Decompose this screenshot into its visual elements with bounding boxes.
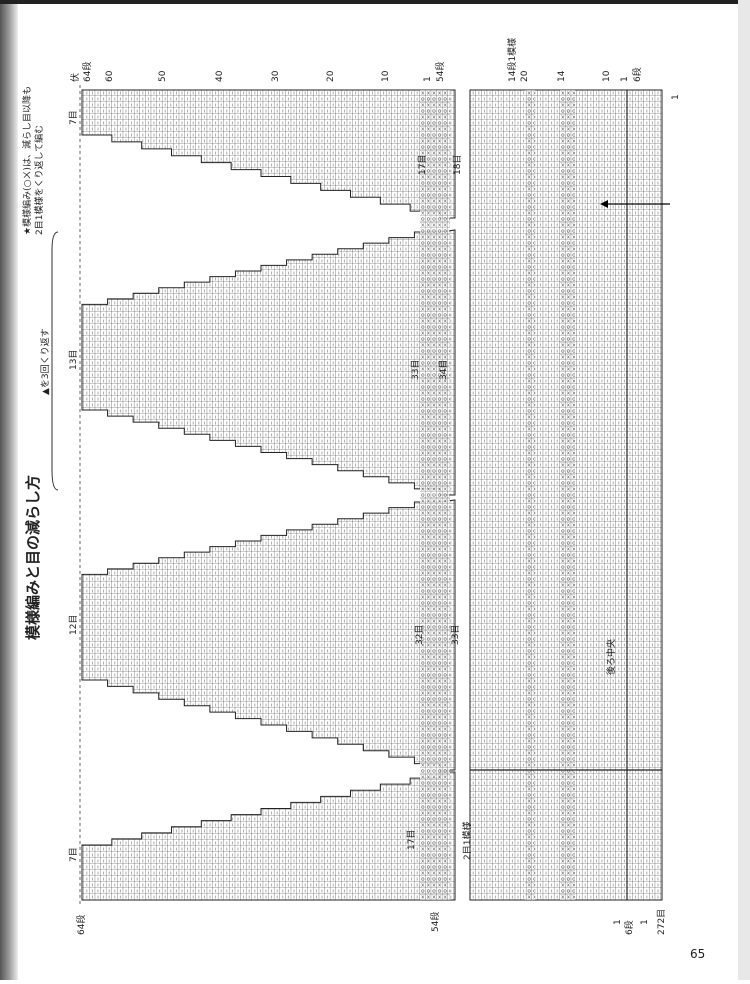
pattern-band [525,90,535,900]
row-label: 60 [105,70,115,82]
row-label: 54段 [434,62,446,82]
chart-section [81,89,456,219]
row-label: 20 [326,70,336,82]
stitch-count: 12目 [68,615,79,635]
row-label: 6段 [631,67,643,82]
repeat-brace [51,231,59,491]
page-edge [738,0,750,980]
title: 模様編みと目の減らし方 [24,475,42,640]
stitch-count: 18目 [452,155,463,175]
note-line: ★模様編み(○ㄨ)は、減らし目以降も [21,86,33,235]
stitch-count: 13目 [68,350,79,370]
row-label: 20 [520,70,530,82]
repeat-note: ▲を3回くり返す [39,328,51,395]
stitch-count: 17目 [406,830,417,850]
chart-section [81,499,456,771]
row-label: 1 [613,919,623,925]
row-label: 10 [381,70,391,82]
row-label: 64段 [75,915,87,935]
stitch-count: 33目 [410,360,421,380]
pattern-band [420,90,450,900]
row-label: 1 [671,94,681,100]
top-edge [0,0,750,4]
pattern-band [560,90,575,900]
row-label: 64段 [81,62,93,82]
chart-section [81,229,456,496]
stitch-count: 34目 [438,360,449,380]
row-label: 14段1模様 [506,38,518,82]
row-label: 1 [640,919,650,925]
row-label: 272目 [656,909,667,935]
row-label: 6段 [623,920,635,935]
note-line: 2目1模様をくり返して編む [33,125,45,235]
stitch-count: 17目 [417,155,428,175]
stitch-count: 2目1模様 [461,822,473,860]
row-label: 54段 [429,912,441,932]
pointer-arrow-head [600,200,608,208]
row-label: 1 [423,76,433,82]
stitch-count: 33目 [450,625,461,645]
page-number: 65 [690,947,705,961]
row-label: 40 [215,70,225,82]
book-spine [0,0,18,980]
row-label: 50 [158,70,168,82]
stitch-count: 32目 [414,625,425,645]
row-label: 14 [557,70,567,82]
row-label: 30 [271,70,281,82]
knitting-chart [51,85,670,905]
row-label: 1 [620,76,630,82]
stitch-count: 7目 [68,847,79,862]
stitch-count: 後ろ中央 [605,639,617,675]
stitch-count: 7目 [68,110,79,125]
row-label: 伏 [69,73,81,82]
row-label: 10 [602,70,612,82]
